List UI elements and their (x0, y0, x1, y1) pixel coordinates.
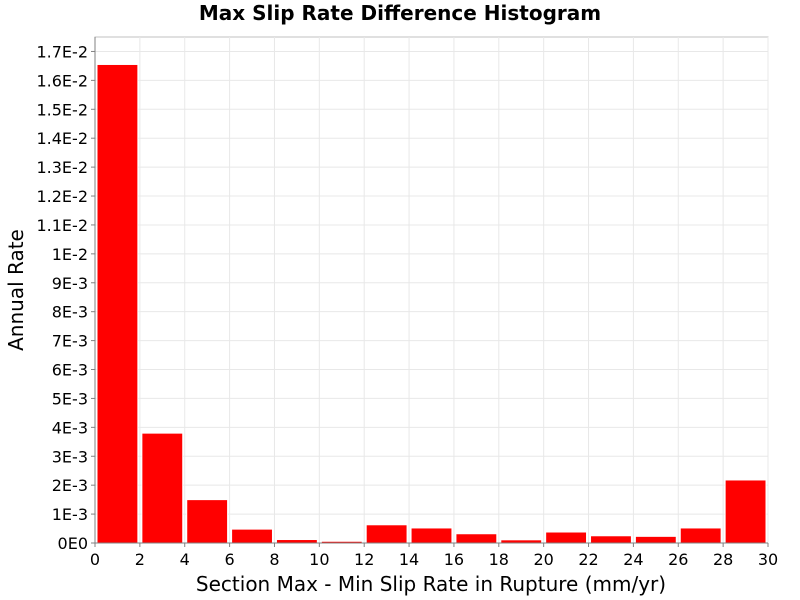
y-tick-label: 1.7E-2 (36, 42, 88, 61)
histogram-bar (590, 535, 632, 544)
histogram-bar (365, 524, 408, 544)
y-tick-label: 1.1E-2 (36, 216, 88, 235)
x-gridlines (139, 37, 769, 543)
x-tick-label: 16 (444, 550, 464, 569)
x-tick-label: 8 (269, 550, 279, 569)
plot-area (94, 36, 769, 544)
x-tick-label: 6 (225, 550, 235, 569)
histogram-bar (141, 432, 184, 544)
y-tick-label: 1.2E-2 (36, 187, 88, 206)
x-axis-ticks: 0 2 4 6 8 10 12 14 16 18 20 22 24 26 28 30 (90, 543, 778, 569)
x-tick-label: 30 (758, 550, 778, 569)
y-tick-label: 1.3E-2 (36, 158, 88, 177)
y-tick-label: 1E-3 (52, 505, 88, 524)
y-tick-label: 5E-3 (52, 389, 88, 408)
y-tick-label: 9E-3 (52, 274, 88, 293)
histogram-bar (410, 527, 453, 544)
y-tick-label: 1E-2 (52, 245, 88, 264)
histogram-bar (96, 63, 139, 544)
x-tick-label: 4 (180, 550, 190, 569)
y-tick-label: 3E-3 (52, 447, 88, 466)
y-tick-label: 2E-3 (52, 476, 88, 495)
x-tick-label: 12 (354, 550, 374, 569)
x-tick-label: 24 (623, 550, 643, 569)
y-tick-label: 6E-3 (52, 361, 88, 380)
y-tick-label: 7E-3 (52, 332, 88, 351)
x-tick-label: 10 (309, 550, 329, 569)
y-tick-label: 1.5E-2 (36, 100, 88, 119)
bars (96, 63, 767, 544)
x-tick-label: 26 (668, 550, 688, 569)
histogram-bar (275, 539, 318, 544)
y-gridlines (95, 50, 768, 515)
histogram-bar (545, 531, 588, 544)
histogram-bar (455, 533, 498, 544)
histogram-bar (231, 528, 273, 544)
y-tick-label: 0E0 (58, 534, 88, 553)
histogram-bar (679, 527, 722, 544)
chart-title: Max Slip Rate Difference Histogram (199, 1, 601, 25)
histogram-bar (724, 479, 767, 544)
y-tick-label: 8E-3 (52, 303, 88, 322)
x-axis-label: Section Max - Min Slip Rate in Rupture (… (196, 572, 666, 596)
histogram-bar (634, 535, 677, 544)
y-tick-label: 4E-3 (52, 418, 88, 437)
x-tick-label: 22 (578, 550, 598, 569)
y-axis-label: Annual Rate (4, 229, 28, 351)
x-tick-label: 2 (135, 550, 145, 569)
y-tick-label: 1.4E-2 (36, 129, 88, 148)
histogram-bar (186, 499, 229, 544)
x-tick-label: 0 (90, 550, 100, 569)
y-tick-label: 1.6E-2 (36, 71, 88, 90)
x-tick-label: 20 (533, 550, 553, 569)
x-tick-label: 28 (713, 550, 733, 569)
x-tick-label: 18 (489, 550, 509, 569)
y-axis-ticks: 0E0 1E-3 2E-3 3E-3 4E-3 5E-3 6E-3 7E-3 8E-3 9E-3 1… (36, 42, 95, 553)
x-tick-label: 14 (399, 550, 419, 569)
